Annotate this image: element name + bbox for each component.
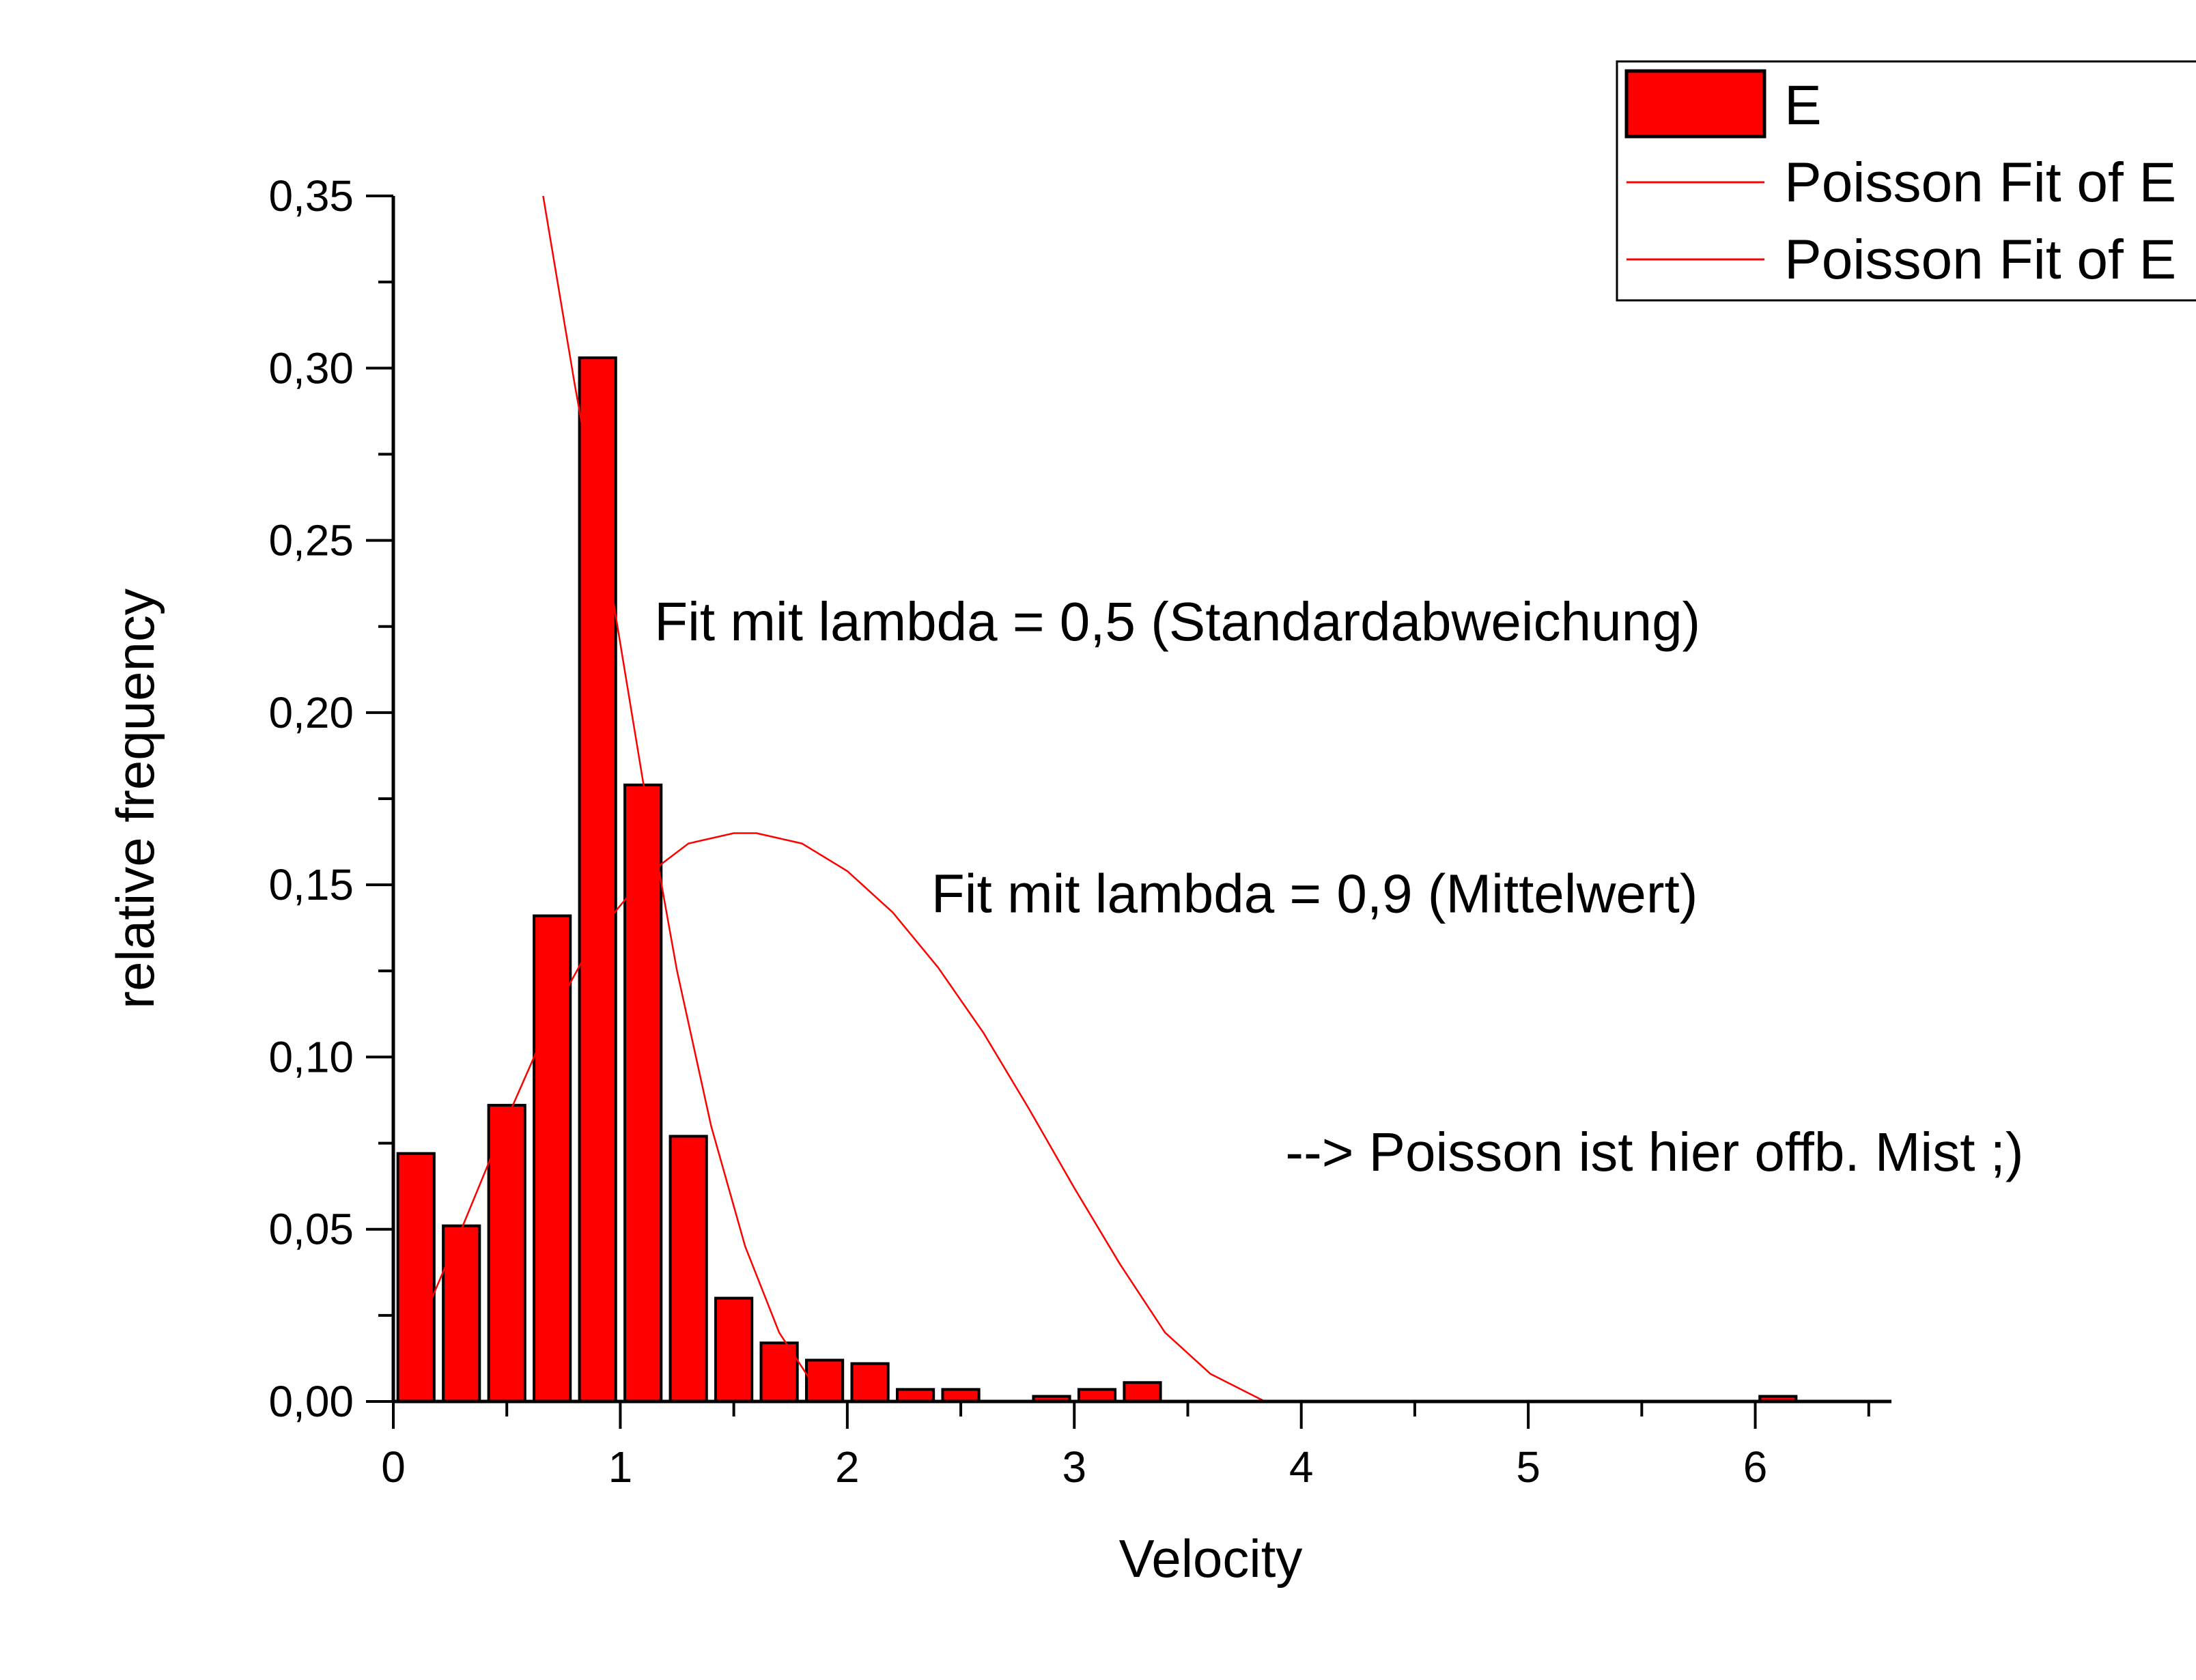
y-tick-label: 0,00 bbox=[268, 1377, 354, 1426]
x-tick-label: 2 bbox=[835, 1442, 860, 1492]
bar bbox=[623, 783, 663, 1403]
y-tick-label: 0,30 bbox=[268, 343, 354, 393]
y-tick-label: 0,25 bbox=[268, 516, 354, 565]
y-tick-label: 0,35 bbox=[268, 171, 354, 220]
poisson-fit-line-1 bbox=[542, 195, 836, 1402]
x-tick-label: 3 bbox=[1062, 1442, 1086, 1492]
bar-series-e bbox=[396, 356, 1798, 1404]
x-tick-label: 4 bbox=[1289, 1442, 1314, 1492]
y-tick-label: 0,15 bbox=[268, 860, 354, 909]
legend-label: Poisson Fit of E bbox=[1784, 229, 2176, 291]
annotation-1: Fit mit lambda = 0,5 (Standardabweichung… bbox=[654, 591, 1700, 652]
bar bbox=[533, 914, 572, 1404]
legend: E Poisson Fit of E Poisson Fit of E bbox=[1616, 60, 2196, 302]
annotation-2: Fit mit lambda = 0,9 (Mittelwert) bbox=[931, 864, 1698, 924]
bar bbox=[850, 1362, 890, 1404]
bar bbox=[805, 1358, 845, 1403]
y-tick-label: 0,20 bbox=[268, 688, 354, 737]
x-tick-label: 6 bbox=[1743, 1442, 1768, 1492]
bar bbox=[396, 1152, 436, 1404]
bar bbox=[895, 1388, 935, 1403]
bar bbox=[1077, 1388, 1117, 1403]
x-axis-title: Velocity bbox=[1119, 1528, 1303, 1589]
poisson-fit-lines bbox=[431, 195, 1266, 1403]
bar bbox=[442, 1224, 481, 1403]
legend-label: E bbox=[1784, 74, 1822, 137]
x-tick-label: 5 bbox=[1516, 1442, 1540, 1492]
bar bbox=[1123, 1381, 1162, 1403]
annotation-3: --> Poisson ist hier offb. Mist ;) bbox=[1285, 1122, 2023, 1182]
annotations: Fit mit lambda = 0,5 (Standardabweichung… bbox=[654, 591, 2023, 1182]
bar bbox=[714, 1296, 754, 1403]
poisson-fit-line-2 bbox=[431, 832, 1266, 1403]
y-tick-label: 0,10 bbox=[268, 1032, 354, 1081]
legend-swatch-bar bbox=[1624, 69, 1766, 139]
bar bbox=[668, 1135, 708, 1403]
axes: 0,00 0,05 0,10 0,15 0,20 0,25 0,30 0,35 0 1 2 3 4 5 6 V… bbox=[105, 171, 1891, 1589]
bar bbox=[941, 1388, 981, 1403]
legend-label: Poisson Fit of E bbox=[1784, 152, 2176, 214]
y-tick-label: 0,05 bbox=[268, 1205, 354, 1254]
x-tick-label: 1 bbox=[608, 1442, 633, 1492]
y-axis-title: relative frequency bbox=[105, 588, 165, 1009]
x-tick-label: 0 bbox=[381, 1442, 406, 1492]
